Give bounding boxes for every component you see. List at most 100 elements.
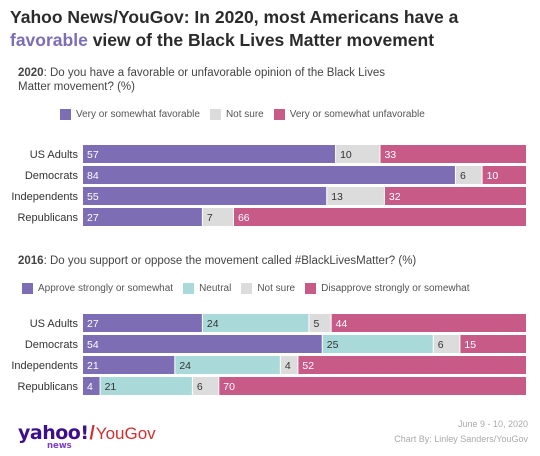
bar-2016-republicans-not_sure: [192, 377, 219, 395]
data-label-2020-us-adults-unfavorable: 33: [384, 149, 396, 161]
question-2020-year: 2020: [18, 67, 44, 79]
legend-2016-swatch-neutral: [183, 283, 195, 294]
question-2016-text: : Do you support or oppose the movement …: [43, 255, 417, 267]
legend-2016-item-approve: Approve strongly or somewhat: [22, 283, 173, 294]
data-label-2016-us-adults-unfavorable: 44: [336, 318, 348, 330]
bar-2020-democrats-favorable: [83, 166, 455, 184]
data-label-2016-democrats-neutral: 25: [327, 339, 339, 351]
footer-date: June 9 - 10, 2020: [457, 419, 528, 429]
data-label-2016-democrats-not_sure: 6: [438, 339, 444, 351]
legend-2016-item-neutral: Neutral: [183, 283, 231, 294]
bar-2016-us-adults-unfavorable: [331, 314, 526, 332]
category-label-2016-independents: Independents: [11, 360, 78, 372]
logo-yougov: YouGov: [95, 424, 156, 443]
category-label-2020-republicans: Republicans: [17, 212, 78, 224]
legend-2020-item-not-sure: Not sure: [209, 109, 264, 120]
data-label-2020-republicans-unfavorable: 66: [238, 212, 250, 224]
legend-2016: Approve strongly or somewhat Neutral Not…: [22, 283, 480, 294]
bar-2016-democrats-unfavorable: [460, 335, 526, 353]
data-label-2016-independents-unfavorable: 52: [302, 360, 314, 372]
bar-2020-us-adults-not_sure: [336, 145, 380, 163]
title-part2: view of the Black Lives Matter movement: [92, 30, 435, 50]
yahoo-news-yougov-logo: yahoo!/YouGov news: [18, 422, 156, 451]
bar-2016-independents-favorable: [83, 356, 175, 374]
bar-2020-republicans-unfavorable: [233, 208, 526, 226]
question-2016-year: 2016: [18, 255, 44, 267]
data-label-2020-us-adults-favorable: 57: [87, 149, 99, 161]
bar-2020-us-adults-favorable: [83, 145, 336, 163]
legend-2016-label-approve: Approve strongly or somewhat: [38, 283, 174, 294]
bar-2016-independents-unfavorable: [298, 356, 526, 374]
legend-2016-item-disapprove: Disapprove strongly or somewhat: [305, 283, 470, 294]
bar-2020-republicans-favorable: [83, 208, 202, 226]
logo-yahoo: yahoo!: [18, 422, 89, 444]
legend-2020-swatch-favorable: [60, 109, 71, 120]
legend-2020-label-not-sure: Not sure: [225, 109, 264, 120]
question-2020-text: : Do you have a favorable or unfavorable…: [18, 67, 385, 93]
category-label-2016-us-adults: US Adults: [30, 318, 79, 330]
bar-2020-democrats-unfavorable: [482, 166, 526, 184]
data-label-2016-republicans-neutral: 21: [105, 381, 117, 393]
data-label-2016-democrats-favorable: 54: [87, 339, 99, 351]
data-label-2020-democrats-unfavorable: 10: [487, 170, 499, 182]
data-label-2016-democrats-unfavorable: 15: [464, 339, 476, 351]
legend-2016-label-neutral: Neutral: [199, 283, 232, 294]
chart-title: Yahoo News/YouGov: In 2020, most America…: [10, 6, 530, 52]
bar-2016-republicans-neutral: [100, 377, 192, 395]
bar-2020-us-adults-unfavorable: [380, 145, 526, 163]
legend-2020-label-favorable: Very or somewhat favorable: [76, 109, 200, 120]
category-label-2016-democrats: Democrats: [25, 339, 79, 351]
data-label-2016-us-adults-neutral: 24: [207, 318, 219, 330]
question-2016: 2016: Do you support or oppose the movem…: [18, 254, 518, 268]
bar-2016-republicans-favorable: [83, 377, 100, 395]
logo-news: news: [47, 441, 72, 451]
category-label-2016-republicans: Republicans: [17, 381, 78, 393]
data-label-2020-us-adults-not_sure: 10: [340, 149, 352, 161]
data-label-2020-independents-unfavorable: 32: [389, 191, 401, 203]
data-label-2016-us-adults-not_sure: 5: [313, 318, 319, 330]
data-label-2016-republicans-favorable: 4: [87, 381, 93, 393]
data-label-2020-democrats-favorable: 84: [87, 170, 99, 182]
data-label-2016-us-adults-favorable: 27: [87, 318, 99, 330]
bar-2016-republicans-unfavorable: [219, 377, 526, 395]
data-label-2020-democrats-not_sure: 6: [460, 170, 466, 182]
data-label-2016-independents-neutral: 24: [179, 360, 191, 372]
data-label-2016-republicans-not_sure: 6: [197, 381, 203, 393]
legend-2020-item-unfavorable: Very or somewhat unfavorable: [273, 109, 425, 120]
legend-2016-swatch-not-sure: [241, 283, 253, 294]
legend-2016-label-disapprove: Disapprove strongly or somewhat: [321, 283, 470, 294]
legend-2020-item-favorable: Very or somewhat favorable: [60, 109, 200, 120]
bar-2016-independents-not_sure: [280, 356, 298, 374]
bar-2020-republicans-not_sure: [202, 208, 233, 226]
bar-2016-democrats-favorable: [83, 335, 322, 353]
legend-2016-item-not-sure: Not sure: [241, 283, 295, 294]
bar-2016-us-adults-favorable: [83, 314, 202, 332]
data-label-2020-independents-favorable: 55: [87, 191, 99, 203]
data-label-2020-independents-not_sure: 13: [331, 191, 343, 203]
legend-2020-swatch-unfavorable: [273, 109, 285, 120]
title-part1: Yahoo News/YouGov: In 2020, most America…: [10, 7, 459, 27]
legend-2016-swatch-disapprove: [305, 283, 317, 294]
bar-2016-us-adults-neutral: [202, 314, 309, 332]
logo-slash: /: [89, 423, 95, 444]
legend-2016-swatch-approve: [22, 283, 33, 294]
data-label-2020-republicans-favorable: 27: [87, 212, 99, 224]
data-label-2020-republicans-not_sure: 7: [207, 212, 213, 224]
footer-credit: Chart By: Linley Sanders/YouGov: [394, 434, 528, 444]
data-label-2016-independents-favorable: 21: [87, 360, 99, 372]
legend-2016-label-not-sure: Not sure: [257, 283, 296, 294]
category-label-2020-democrats: Democrats: [25, 170, 79, 182]
data-label-2016-independents-not_sure: 4: [285, 360, 291, 372]
legend-2020-label-unfavorable: Very or somewhat unfavorable: [289, 109, 425, 120]
bar-2020-independents-unfavorable: [384, 187, 526, 205]
bar-2020-democrats-not_sure: [455, 166, 482, 184]
category-label-2020-us-adults: US Adults: [30, 149, 79, 161]
bar-2016-democrats-not_sure: [433, 335, 460, 353]
bar-2016-us-adults-not_sure: [309, 314, 331, 332]
bar-2016-independents-neutral: [175, 356, 280, 374]
title-highlight: favorable: [10, 30, 88, 50]
data-label-2016-republicans-unfavorable: 70: [223, 381, 235, 393]
bar-2020-independents-favorable: [83, 187, 327, 205]
bar-2020-independents-not_sure: [327, 187, 384, 205]
